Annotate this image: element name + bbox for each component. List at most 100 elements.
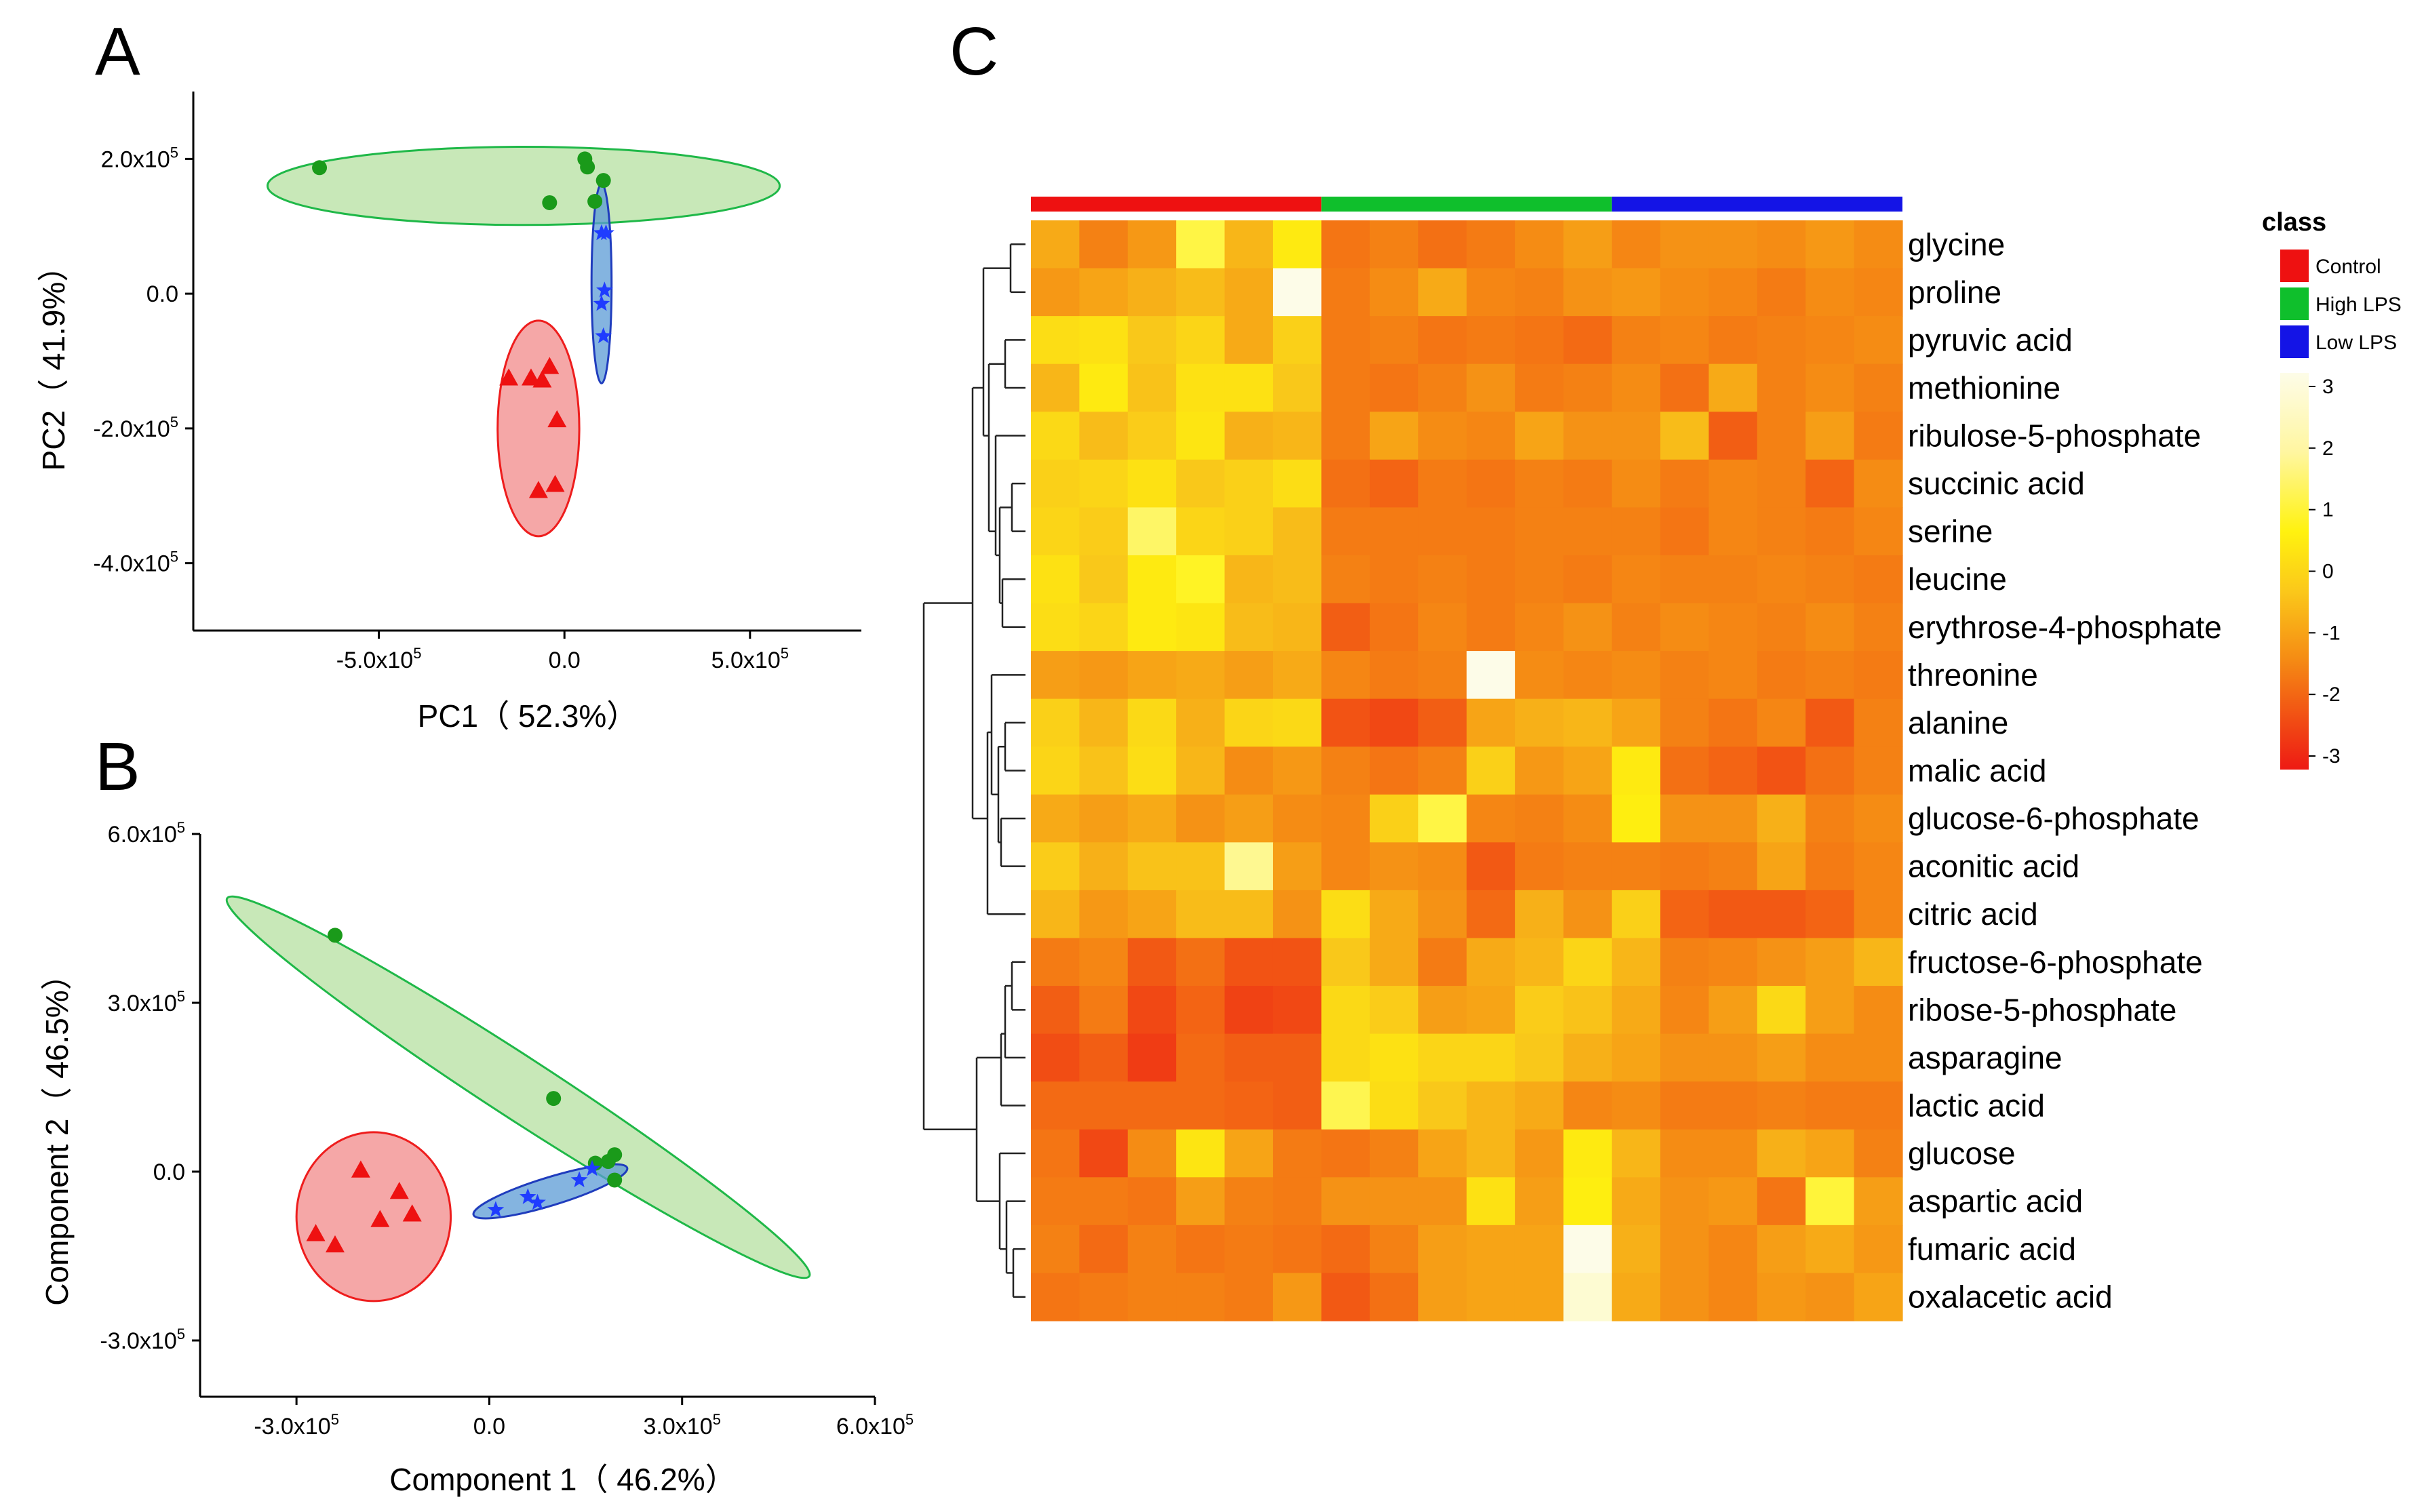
heatmap-cell [1079, 651, 1129, 700]
heatmap-cell [1272, 555, 1322, 604]
heatmap-cell [1708, 555, 1758, 604]
heatmap-cell [1805, 507, 1855, 556]
heatmap-cell [1176, 507, 1226, 556]
heatmap-cell [1031, 268, 1080, 317]
legend-label-high-lps: High LPS [2315, 294, 2402, 316]
heatmap-cell [1127, 603, 1177, 652]
heatmap-cell [1321, 1177, 1371, 1226]
heatmap-cell [1660, 794, 1710, 843]
color-scale-tick-label: -2 [2322, 683, 2341, 706]
heatmap-cell [1127, 316, 1177, 365]
heatmap-cell [1127, 220, 1177, 269]
heatmap-cell [1854, 1273, 1903, 1321]
heatmap-cell [1854, 698, 1903, 747]
heatmap-cell [1031, 1033, 1080, 1082]
heatmap-cell [1805, 1177, 1855, 1226]
heatmap-row-label: fumaric acid [1908, 1231, 2076, 1267]
heatmap-cell [1514, 794, 1564, 843]
heatmap-row-label: fructose-6-phosphate [1908, 944, 2203, 980]
heatmap-row-label: glucose [1908, 1136, 2016, 1171]
heatmap-cell [1031, 842, 1080, 891]
panelB-high-lps-confidence-ellipse [225, 895, 811, 1279]
heatmap-cell [1127, 698, 1177, 747]
heatmap-cell [1321, 842, 1371, 891]
heatmap-cell [1805, 842, 1855, 891]
heatmap-cell [1176, 1129, 1226, 1178]
heatmap-cell [1127, 507, 1177, 556]
panelB-y-tick-label: 0.0 [153, 1159, 185, 1185]
panel-letter-b: B [95, 729, 140, 805]
heatmap-cell [1466, 316, 1516, 365]
class-bar-control [1031, 197, 1322, 212]
heatmap-cell [1805, 603, 1855, 652]
heatmap-cell [1369, 220, 1419, 269]
heatmap-cell [1224, 363, 1274, 412]
heatmap-cell [1757, 1129, 1806, 1178]
heatmap-cell [1224, 1225, 1274, 1274]
heatmap-cell [1418, 938, 1468, 987]
heatmap-cell [1272, 986, 1322, 1035]
heatmap-cell [1466, 412, 1516, 460]
heatmap-cell [1514, 1225, 1564, 1274]
heatmap-cell [1079, 459, 1129, 508]
heatmap-cell [1031, 316, 1080, 365]
panelB-low-lps-point [487, 1201, 505, 1217]
heatmap-cell [1805, 459, 1855, 508]
heatmap-cell [1805, 1129, 1855, 1178]
heatmap-cell [1660, 316, 1710, 365]
panel-letter-c: C [950, 14, 998, 89]
heatmap-cell [1757, 363, 1806, 412]
heatmap-cell [1466, 507, 1516, 556]
heatmap-cell [1176, 459, 1226, 508]
heatmap-cell [1660, 412, 1710, 460]
heatmap-cell [1708, 1129, 1758, 1178]
heatmap-cell [1757, 938, 1806, 987]
heatmap-cell [1611, 1033, 1661, 1082]
heatmap-cell [1757, 1177, 1806, 1226]
heatmap-cell [1272, 220, 1322, 269]
heatmap-cell [1514, 651, 1564, 700]
heatmap-cell [1514, 363, 1564, 412]
heatmap-cell [1466, 1177, 1516, 1226]
heatmap-cell [1418, 268, 1468, 317]
heatmap-cell [1418, 412, 1468, 460]
heatmap-cell [1369, 603, 1419, 652]
heatmap-cell [1466, 268, 1516, 317]
legend-label-low-lps: Low LPS [2315, 332, 2397, 354]
heatmap-row-label: oxalacetic acid [1908, 1279, 2113, 1315]
panelB-high-lps-point [546, 1091, 562, 1107]
heatmap-cell [1079, 1033, 1129, 1082]
heatmap-cell [1466, 603, 1516, 652]
heatmap-cell [1079, 698, 1129, 747]
panelB-high-lps-point [607, 1147, 623, 1163]
heatmap-cell [1321, 268, 1371, 317]
heatmap-cell [1805, 363, 1855, 412]
heatmap-cell [1176, 363, 1226, 412]
heatmap-cell [1176, 794, 1226, 843]
heatmap-cell [1805, 651, 1855, 700]
legend-swatch-control [2280, 250, 2309, 282]
heatmap-cell [1757, 459, 1806, 508]
heatmap-cell [1563, 698, 1613, 747]
heatmap-cell [1466, 698, 1516, 747]
class-bar-high-lps [1321, 197, 1612, 212]
heatmap-cell [1321, 1081, 1371, 1130]
panelB-low-lps-confidence-ellipse [472, 1163, 629, 1220]
heatmap-cell [1563, 1225, 1613, 1274]
heatmap-cell [1272, 459, 1322, 508]
heatmap-row-label: aspartic acid [1908, 1184, 2083, 1219]
heatmap-cell [1224, 459, 1274, 508]
heatmap-cell [1176, 986, 1226, 1035]
heatmap-cell [1563, 555, 1613, 604]
heatmap-cell [1079, 1081, 1129, 1130]
heatmap-cell [1708, 1225, 1758, 1274]
heatmap-cell [1854, 603, 1903, 652]
heatmap-cell [1321, 1273, 1371, 1321]
heatmap-cell [1369, 268, 1419, 317]
heatmap-cell [1514, 268, 1564, 317]
heatmap-cell [1369, 1129, 1419, 1178]
heatmap-cell [1805, 698, 1855, 747]
heatmap-cell [1321, 1033, 1371, 1082]
heatmap-cell [1660, 220, 1710, 269]
heatmap-cell [1418, 842, 1468, 891]
